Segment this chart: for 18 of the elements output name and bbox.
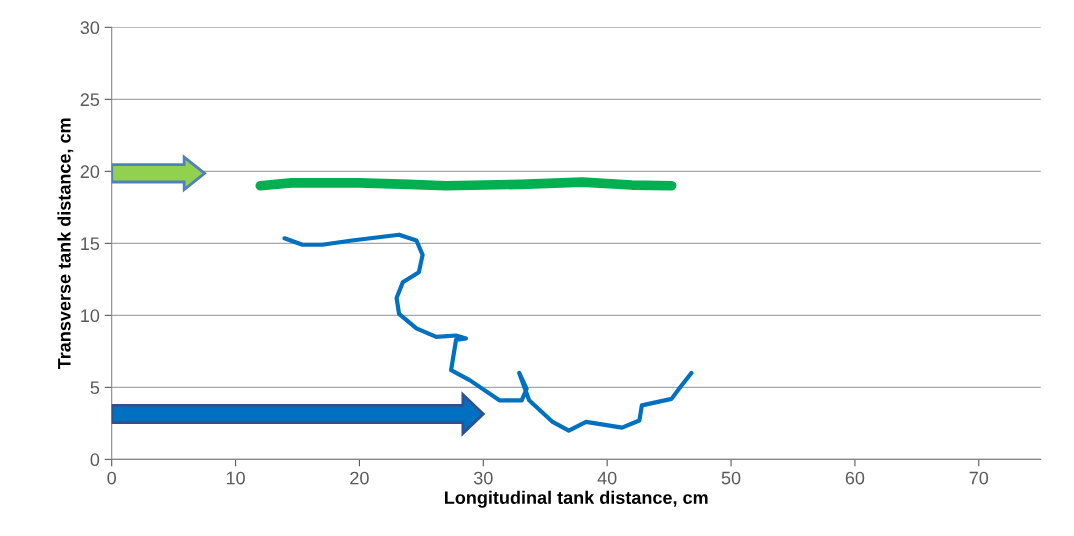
y-tick-label: 10: [81, 309, 100, 323]
y-axis-title: Transverse tank distance, cm: [57, 118, 74, 370]
x-tick-label: 20: [350, 471, 369, 485]
y-tick-label: 0: [90, 453, 100, 467]
x-tick-label: 60: [845, 471, 865, 485]
y-tick-label: 15: [81, 237, 100, 251]
y-tick-label: 20: [80, 165, 100, 179]
x-tick-label: 30: [473, 471, 493, 485]
x-tick-label: 0: [107, 471, 117, 485]
y-tick-label: 25: [80, 93, 100, 107]
x-tick-label: 70: [969, 471, 989, 485]
y-tick-label: 5: [90, 381, 100, 395]
x-tick-label: 40: [597, 471, 617, 485]
line-series: [282, 232, 694, 433]
x-tick-label: 10: [226, 471, 245, 485]
x-tick-label: 50: [721, 471, 741, 485]
y-tick-label: 30: [80, 21, 100, 35]
x-axis-title: Longitudinal tank distance, cm: [445, 490, 708, 508]
